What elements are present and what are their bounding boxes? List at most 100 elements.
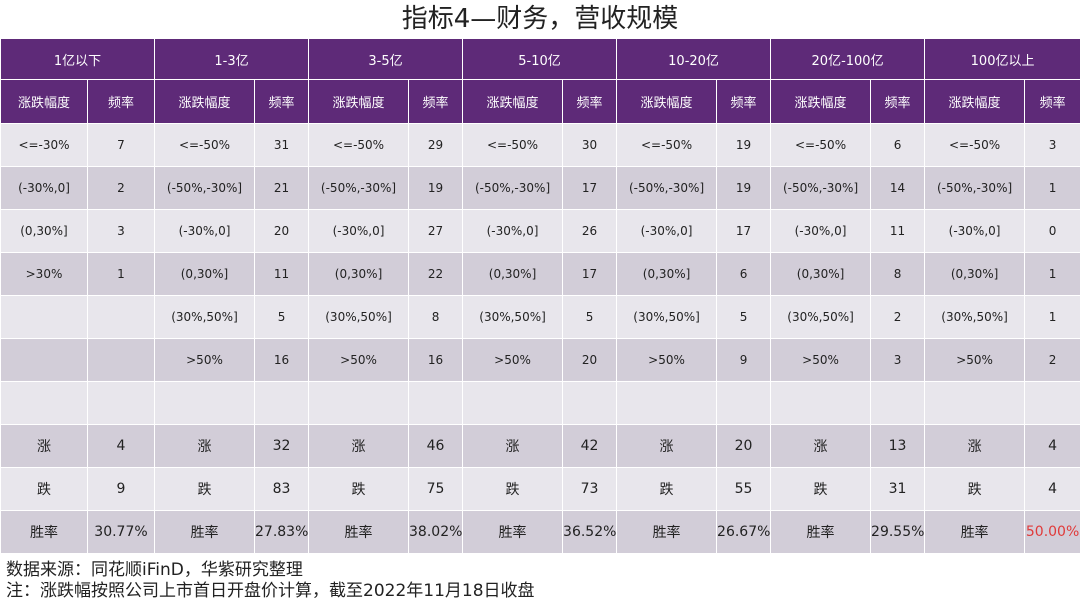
range-header: 涨跌幅度 xyxy=(770,79,872,124)
range-cell: (30%,50%] xyxy=(924,295,1026,339)
freq-cell: 7 xyxy=(87,123,155,167)
freq-cell: 1 xyxy=(87,252,155,296)
range-cell xyxy=(308,381,410,425)
freq-cell: 3 xyxy=(870,338,926,382)
freq-cell: 16 xyxy=(253,338,310,382)
freq-cell: 83 xyxy=(253,467,310,511)
freq-cell: 27.83% xyxy=(253,510,310,554)
page-title: 指标4—财务，营收规模 xyxy=(401,4,679,34)
freq-cell: 27 xyxy=(408,209,464,253)
group-header-row: 1亿以下 1-3亿 3-5亿 5-10亿 10-20亿 20亿-100亿 100亿以上 xyxy=(0,38,1080,80)
freq-header: 频率 xyxy=(408,79,464,124)
range-cell: (-50%,-30%] xyxy=(154,166,255,210)
freq-cell: 20 xyxy=(716,424,772,468)
table-row: (0,30%] 3 (-30%,0] 20 (-30%,0] 27 (-30%,0] 26 (-… xyxy=(0,209,1080,253)
range-cell xyxy=(616,381,718,425)
freq-cell: 5 xyxy=(253,295,310,339)
range-cell: <=-50% xyxy=(308,123,410,167)
freq-cell: 2 xyxy=(1024,338,1080,382)
range-cell: 涨 xyxy=(770,424,872,468)
freq-cell xyxy=(716,381,772,425)
freq-cell: 4 xyxy=(1024,467,1080,511)
range-cell: (0,30%] xyxy=(770,252,872,296)
freq-cell: 50.00% xyxy=(1024,510,1080,554)
freq-cell: 11 xyxy=(253,252,310,296)
freq-cell: 3 xyxy=(87,209,155,253)
range-cell: <=-30% xyxy=(0,123,88,167)
range-cell: 胜率 xyxy=(154,510,255,554)
table-row: (-30%,0] 2 (-50%,-30%] 21 (-50%,-30%] 19 (-50%… xyxy=(0,166,1080,210)
freq-cell xyxy=(253,381,310,425)
range-cell: (-30%,0] xyxy=(154,209,255,253)
range-header: 涨跌幅度 xyxy=(154,79,255,124)
range-cell: 跌 xyxy=(462,467,564,511)
range-cell xyxy=(770,381,872,425)
freq-cell: 19 xyxy=(716,166,772,210)
table-row: <=-30% 7 <=-50% 31 <=-50% 29 <=-50% 30 <=-50% 19 <… xyxy=(0,123,1080,167)
range-cell: 涨 xyxy=(0,424,88,468)
freq-cell: 14 xyxy=(870,166,926,210)
table-row: 涨 4 涨 32 涨 46 涨 42 涨 20 涨 13 涨 4 xyxy=(0,424,1080,468)
group-header: 5-10亿 xyxy=(462,38,618,80)
range-cell: 跌 xyxy=(924,467,1026,511)
freq-cell xyxy=(870,381,926,425)
freq-cell: 26 xyxy=(562,209,618,253)
range-cell: (-50%,-30%] xyxy=(924,166,1026,210)
range-cell: 涨 xyxy=(616,424,718,468)
calc-note: 注：涨跌幅按照公司上市首日开盘价计算，截至2022年11月18日收盘 xyxy=(6,581,535,601)
range-cell: 跌 xyxy=(616,467,718,511)
range-cell: >50% xyxy=(154,338,255,382)
freq-cell: 13 xyxy=(870,424,926,468)
freq-cell: 9 xyxy=(87,467,155,511)
range-cell: 涨 xyxy=(924,424,1026,468)
freq-cell xyxy=(562,381,618,425)
freq-cell: 8 xyxy=(870,252,926,296)
range-header: 涨跌幅度 xyxy=(0,79,88,124)
freq-header: 频率 xyxy=(1024,79,1080,124)
freq-cell: 4 xyxy=(1024,424,1080,468)
range-cell: 跌 xyxy=(770,467,872,511)
range-cell: (-30%,0] xyxy=(924,209,1026,253)
range-cell: <=-50% xyxy=(616,123,718,167)
source-note: 数据来源：同花顺iFinD，华紫研究整理 xyxy=(6,560,303,580)
freq-cell: 29.55% xyxy=(870,510,926,554)
range-cell: >50% xyxy=(924,338,1026,382)
table-row: 跌 9 跌 83 跌 75 跌 73 跌 55 跌 31 跌 4 xyxy=(0,467,1080,511)
table-row: 胜率 30.77% 胜率 27.83% 胜率 38.02% 胜率 36.52% 胜率 26.67%… xyxy=(0,510,1080,554)
range-cell: (0,30%] xyxy=(462,252,564,296)
range-cell: >50% xyxy=(462,338,564,382)
freq-cell xyxy=(87,295,155,339)
freq-cell: 20 xyxy=(562,338,618,382)
freq-cell: 6 xyxy=(870,123,926,167)
range-cell: (-30%,0] xyxy=(616,209,718,253)
range-cell: (30%,50%] xyxy=(308,295,410,339)
range-cell: 胜率 xyxy=(924,510,1026,554)
range-cell: (-50%,-30%] xyxy=(770,166,872,210)
freq-cell: 2 xyxy=(87,166,155,210)
range-cell: (0,30%] xyxy=(924,252,1026,296)
freq-header: 频率 xyxy=(253,79,310,124)
table-row xyxy=(0,381,1080,425)
freq-header: 频率 xyxy=(87,79,155,124)
freq-cell: 31 xyxy=(253,123,310,167)
range-header: 涨跌幅度 xyxy=(616,79,718,124)
range-cell: (0,30%] xyxy=(154,252,255,296)
group-header: 3-5亿 xyxy=(308,38,464,80)
range-cell xyxy=(924,381,1026,425)
range-cell: 胜率 xyxy=(770,510,872,554)
group-header: 1亿以下 xyxy=(0,38,155,80)
freq-cell: 26.67% xyxy=(716,510,772,554)
freq-cell: 22 xyxy=(408,252,464,296)
range-cell: (30%,50%] xyxy=(616,295,718,339)
freq-cell: 1 xyxy=(1024,166,1080,210)
range-cell: (-50%,-30%] xyxy=(616,166,718,210)
footnotes: 数据来源：同花顺iFinD，华紫研究整理 注：涨跌幅按照公司上市首日开盘价计算，… xyxy=(6,560,1076,602)
revenue-scale-table: 1亿以下 1-3亿 3-5亿 5-10亿 10-20亿 20亿-100亿 100亿以上 涨跌… xyxy=(0,38,1080,554)
freq-cell xyxy=(87,338,155,382)
range-cell: 涨 xyxy=(308,424,410,468)
table-row: (30%,50%] 5 (30%,50%] 8 (30%,50%] 5 (30%,50%] 5… xyxy=(0,295,1080,339)
freq-cell: 9 xyxy=(716,338,772,382)
freq-cell: 17 xyxy=(562,166,618,210)
range-cell xyxy=(0,381,88,425)
range-cell: (30%,50%] xyxy=(770,295,872,339)
